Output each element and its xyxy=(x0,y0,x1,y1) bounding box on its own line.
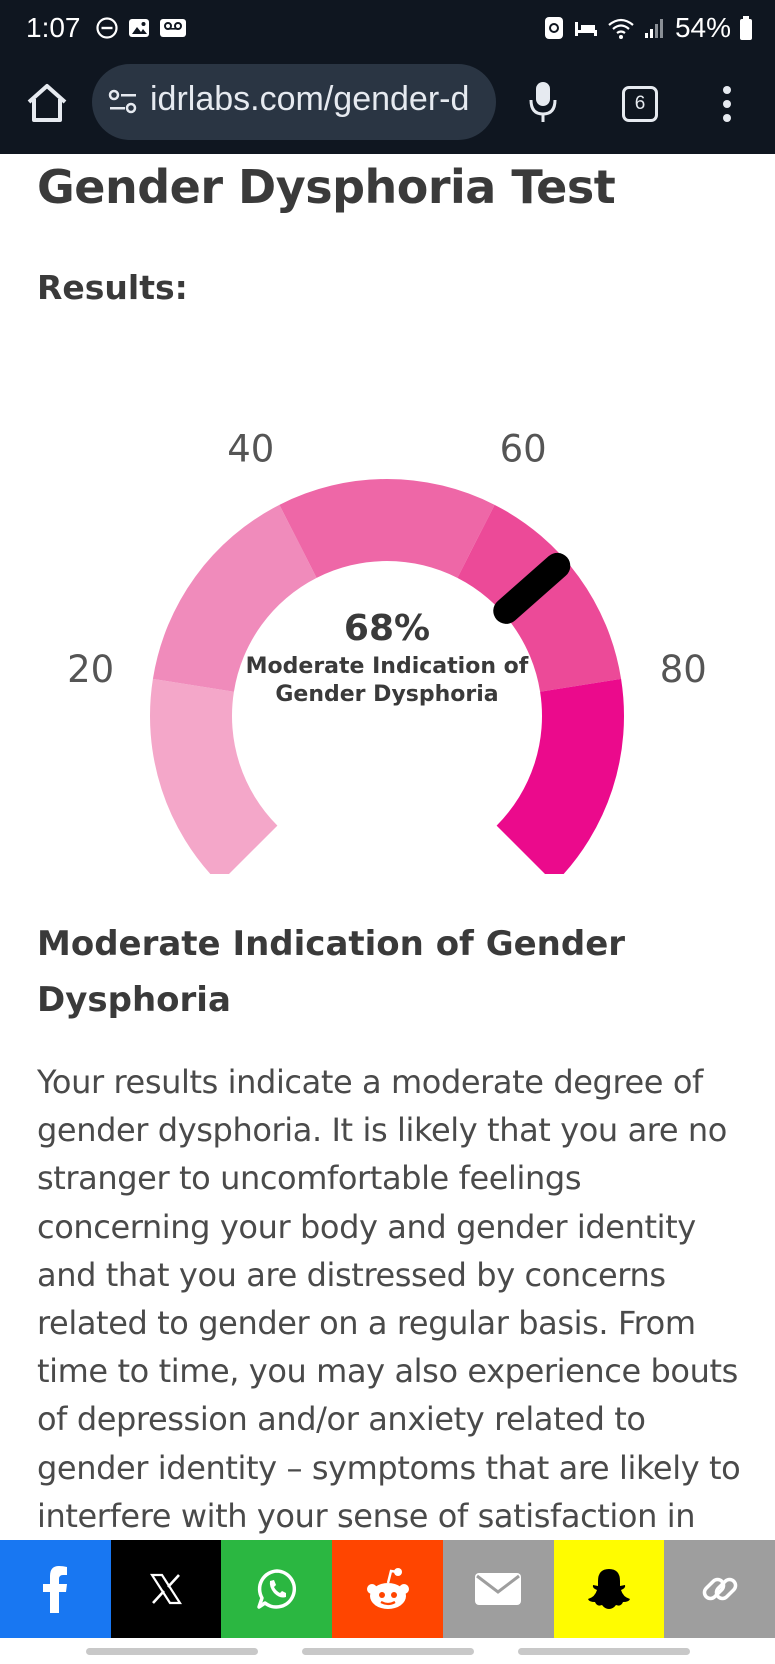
share-snapchat-button[interactable] xyxy=(553,1540,665,1638)
gauge-tick-label: 40 xyxy=(227,428,274,471)
more-options-icon[interactable] xyxy=(722,84,732,124)
gauge-tick-label: 60 xyxy=(500,428,547,471)
reddit-icon xyxy=(366,1568,409,1609)
gauge-caption-line2: Gender Dysphoria xyxy=(275,682,498,707)
gauge-tick-label: 80 xyxy=(660,648,707,691)
link-icon xyxy=(702,1577,737,1601)
wifi-icon xyxy=(608,18,634,39)
facebook-icon xyxy=(43,1566,68,1613)
whatsapp-icon xyxy=(257,1569,296,1609)
nav-back-handle[interactable] xyxy=(518,1648,690,1655)
result-heading: Moderate Indication of Gender Dysphoria xyxy=(37,924,626,1020)
snapchat-icon xyxy=(587,1569,630,1609)
nav-recents-handle[interactable] xyxy=(86,1648,258,1655)
result-description: Your results indicate a moderate degree … xyxy=(37,1063,741,1583)
status-time: 1:07 xyxy=(26,12,81,43)
battery-icon xyxy=(740,16,752,40)
voicemail-icon xyxy=(160,19,186,37)
tab-switcher-button[interactable]: 6 xyxy=(622,86,658,122)
status-right-icons: 54% xyxy=(543,12,753,44)
address-bar[interactable]: idrlabs.com/gender-d xyxy=(92,64,496,140)
do-not-disturb-icon xyxy=(96,17,118,39)
share-copy-link-button[interactable] xyxy=(664,1540,775,1638)
share-bar xyxy=(0,1540,775,1638)
share-email-button[interactable] xyxy=(442,1540,554,1638)
gauge-caption-line1: Moderate Indication of xyxy=(246,654,529,679)
system-nav-bar xyxy=(0,1638,775,1664)
gauge-segment xyxy=(150,678,278,874)
home-icon[interactable] xyxy=(24,80,70,126)
share-x-button[interactable] xyxy=(110,1540,222,1638)
microphone-icon[interactable] xyxy=(528,80,558,124)
status-bar: 1:07 54% xyxy=(0,0,775,58)
gauge-segment xyxy=(152,504,317,692)
share-whatsapp-button[interactable] xyxy=(221,1540,333,1638)
recycle-icon xyxy=(544,17,563,39)
share-reddit-button[interactable] xyxy=(332,1540,443,1638)
gauge-tick-label: 20 xyxy=(67,648,114,691)
battery-percent: 54% xyxy=(674,12,731,43)
gauge-segment xyxy=(496,678,624,874)
x-icon xyxy=(150,1573,183,1605)
email-icon xyxy=(475,1573,522,1605)
page-title: Gender Dysphoria Test xyxy=(37,160,616,214)
share-facebook-button[interactable] xyxy=(0,1540,111,1638)
gallery-icon xyxy=(129,19,149,37)
results-label: Results: xyxy=(37,268,188,307)
nav-home-handle[interactable] xyxy=(302,1648,474,1655)
sleep-mode-icon xyxy=(574,22,597,36)
gauge-segment xyxy=(279,479,495,578)
browser-toolbar: idrlabs.com/gender-d 6 xyxy=(0,58,775,154)
gauge-value: 68% xyxy=(344,608,430,649)
signal-icon xyxy=(644,19,663,38)
status-notification-icons xyxy=(95,16,187,40)
site-settings-icon[interactable] xyxy=(108,88,138,116)
result-gauge: 020406080100 68% Moderate Indication of … xyxy=(67,428,707,874)
gauge-needle xyxy=(493,552,571,624)
url-text[interactable]: idrlabs.com/gender-d xyxy=(150,80,470,118)
